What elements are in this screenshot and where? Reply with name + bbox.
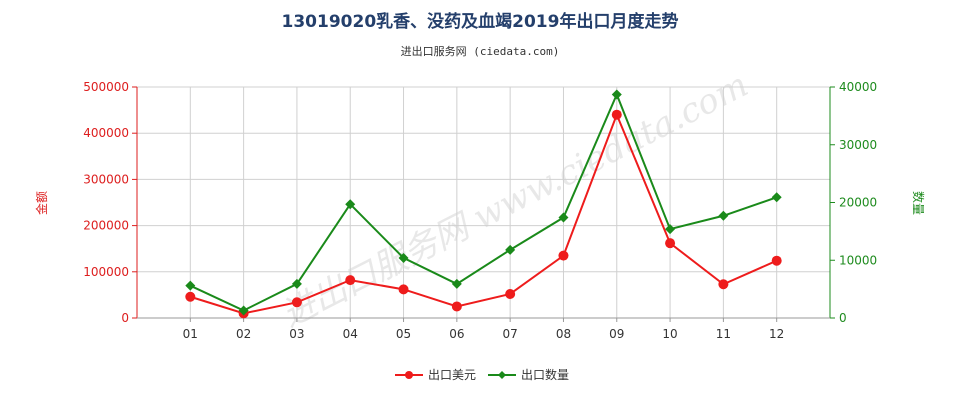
legend: 出口美元 出口数量 <box>395 367 569 382</box>
left-tick-label: 100000 <box>83 265 129 279</box>
data-point-1 <box>611 109 622 120</box>
chart-subtitle: 进出口服务网 (ciedata.com) <box>401 44 560 58</box>
x-tick-label: 04 <box>343 327 358 341</box>
left-tick-label: 500000 <box>83 80 129 94</box>
legend-marker-1 <box>405 371 413 379</box>
data-point-2 <box>665 224 676 235</box>
data-point-1 <box>451 301 462 312</box>
data-point-1 <box>291 297 302 308</box>
right-tick-label: 0 <box>839 311 847 325</box>
x-tick-label: 06 <box>449 327 464 341</box>
x-tick-label: 08 <box>556 327 571 341</box>
data-point-2 <box>771 192 782 203</box>
series-line-2 <box>189 91 778 312</box>
x-tick-label: 02 <box>236 327 251 341</box>
legend-marker-2 <box>498 371 506 379</box>
left-tick-label: 200000 <box>83 219 129 233</box>
chart-title: 13019020乳香、没药及血竭2019年出口月度走势 <box>282 11 679 32</box>
data-point-1 <box>718 279 729 290</box>
x-tick-label: 11 <box>716 327 731 341</box>
data-point-2 <box>718 210 729 221</box>
series <box>185 89 782 319</box>
data-point-1 <box>665 238 676 249</box>
series-line-1 <box>190 112 778 315</box>
data-point-1 <box>185 291 196 302</box>
data-point-2 <box>398 252 409 263</box>
data-point-2 <box>238 305 249 316</box>
x-tick-label: 01 <box>183 327 198 341</box>
data-point-1 <box>398 284 409 295</box>
legend-label-1: 出口美元 <box>428 368 476 382</box>
right-tick-label: 20000 <box>839 196 877 210</box>
left-tick-label: 300000 <box>83 172 129 186</box>
x-tick-label: 03 <box>289 327 304 341</box>
right-tick-label: 30000 <box>839 138 877 152</box>
x-tick-label: 12 <box>769 327 784 341</box>
axes: 0 100000 200000 300000 400000 500000 0 10000 200… <box>83 80 877 341</box>
x-tick-label: 09 <box>609 327 624 341</box>
data-point-2 <box>611 89 622 100</box>
legend-label-2: 出口数量 <box>521 367 569 382</box>
x-tick-label: 10 <box>662 327 677 341</box>
data-point-2 <box>291 278 302 289</box>
right-tick-label: 40000 <box>839 80 877 94</box>
data-point-1 <box>345 275 356 286</box>
left-tick-label: 400000 <box>83 126 129 140</box>
data-point-1 <box>771 255 782 266</box>
x-tick-label: 05 <box>396 327 411 341</box>
data-point-1 <box>558 250 569 261</box>
right-tick-label: 10000 <box>839 253 877 267</box>
data-point-2 <box>345 199 356 210</box>
data-point-1 <box>505 288 516 299</box>
data-point-2 <box>505 244 516 255</box>
data-point-2 <box>451 278 462 289</box>
x-tick-label: 07 <box>503 327 518 341</box>
data-point-2 <box>558 212 569 223</box>
left-axis-label: 金额 <box>34 191 49 215</box>
right-axis-label: 数量 <box>911 191 926 215</box>
left-tick-label: 0 <box>121 311 129 325</box>
data-point-2 <box>185 280 196 291</box>
